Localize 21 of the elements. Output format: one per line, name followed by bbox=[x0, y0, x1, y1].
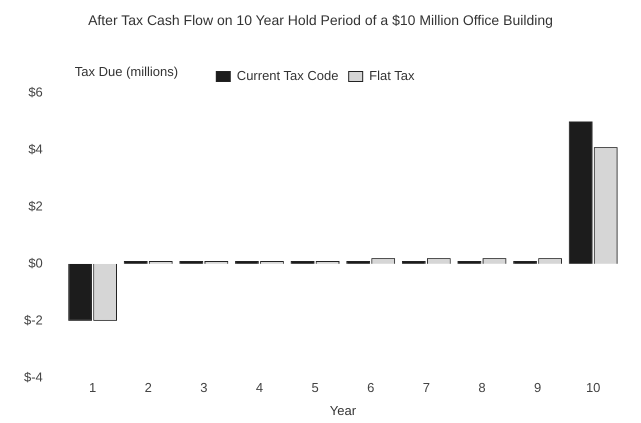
y-tick-label: $-4 bbox=[24, 369, 43, 384]
x-axis-title: Year bbox=[330, 402, 357, 418]
x-tick-label: 10 bbox=[586, 380, 600, 396]
y-tick-label: $2 bbox=[28, 198, 43, 214]
legend-label: Current Tax Code bbox=[236, 68, 338, 84]
x-tick-label: 5 bbox=[311, 380, 319, 396]
y-tick-label: $0 bbox=[28, 255, 43, 270]
y-axis-title: Tax Due (millions) bbox=[74, 64, 178, 80]
y-tick-label: $-2 bbox=[24, 312, 43, 328]
x-tick-label: 8 bbox=[478, 380, 486, 396]
x-tick-label: 1 bbox=[88, 380, 96, 396]
legend-label: Flat Tax bbox=[369, 68, 415, 84]
x-tick-label: 6 bbox=[367, 380, 374, 396]
x-tick-label: 2 bbox=[144, 380, 152, 396]
chart-title: After Tax Cash Flow on 10 Year Hold Period of a $10 Million Office Building bbox=[87, 12, 554, 28]
x-tick-label: 4 bbox=[256, 380, 264, 396]
y-tick-label: $4 bbox=[28, 142, 43, 157]
y-tick-label: $6 bbox=[28, 84, 43, 100]
x-tick-label: 9 bbox=[534, 380, 542, 396]
x-tick-label: 3 bbox=[200, 380, 208, 396]
x-tick-label: 7 bbox=[422, 380, 430, 396]
